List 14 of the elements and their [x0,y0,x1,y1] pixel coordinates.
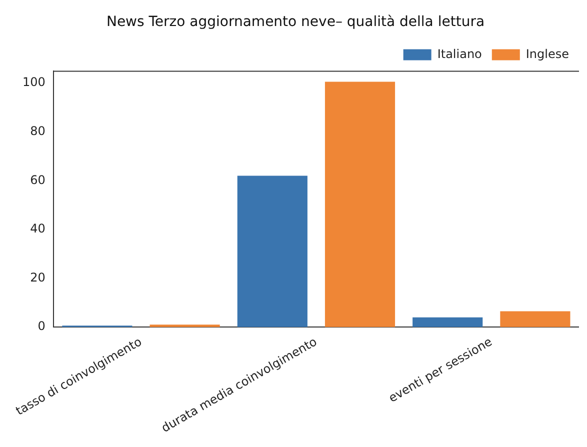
chart-title: News Terzo aggiornamento neve– qualità della lettura [106,14,485,30]
y-tick-label: 20 [30,270,46,284]
y-tick-label: 80 [30,124,46,138]
y-tick-label: 60 [30,172,46,187]
bar [324,82,396,328]
y-tick-label: 100 [22,75,46,90]
y-tick-label: 40 [30,222,46,236]
legend-label: Italiano [437,46,482,61]
bar [500,311,570,328]
bar [237,176,308,328]
bar [412,317,483,328]
bar [150,324,220,328]
legend-label: Inglese [526,46,570,61]
y-tick-label: 0 [38,319,46,334]
